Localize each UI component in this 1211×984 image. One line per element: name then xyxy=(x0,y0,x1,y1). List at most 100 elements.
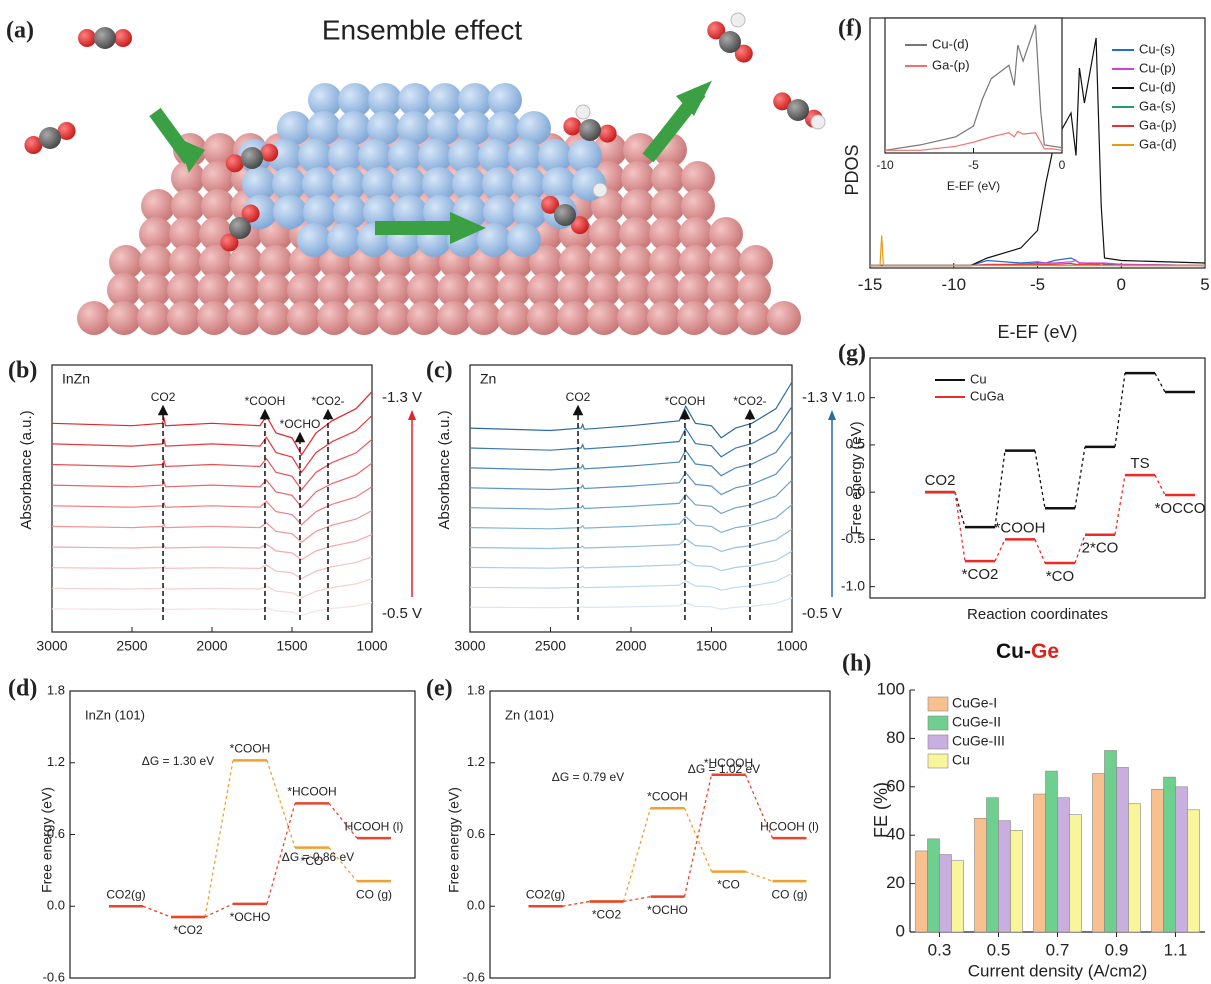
legend-label: Ga-(d) xyxy=(1139,136,1177,151)
bar xyxy=(1187,809,1200,933)
atom xyxy=(709,217,743,251)
oxygen xyxy=(773,92,792,111)
y-axis-label: Free energy (eV) xyxy=(848,421,865,534)
atom xyxy=(257,301,291,335)
y-tick-label: -0.6 xyxy=(463,969,485,984)
atom xyxy=(277,111,311,145)
atom xyxy=(377,273,411,307)
atom xyxy=(767,301,801,335)
y-tick-label: 0.6 xyxy=(467,826,485,841)
level-label: *COOH xyxy=(230,742,271,756)
bar xyxy=(1163,776,1176,933)
connector xyxy=(328,847,358,882)
atom xyxy=(358,139,392,173)
y-axis-label: FE (%) xyxy=(871,782,891,838)
level-label: TS xyxy=(1130,455,1149,472)
hydrogen xyxy=(810,114,826,130)
legend-label: Cu-(d) xyxy=(932,36,969,51)
atom xyxy=(422,167,456,201)
legend-label: Ga-(p) xyxy=(1139,117,1177,132)
level-label: CO2(g) xyxy=(106,887,145,901)
connector xyxy=(954,491,966,528)
atom xyxy=(517,111,551,145)
atom xyxy=(227,273,261,307)
panel-letter: (g) xyxy=(838,341,866,367)
atom xyxy=(337,111,371,145)
carbon xyxy=(787,99,809,121)
atom xyxy=(587,301,621,335)
atom xyxy=(619,217,653,251)
oxygen xyxy=(598,124,617,143)
spectrum xyxy=(51,556,373,580)
spectrum xyxy=(51,486,373,526)
connector xyxy=(1154,372,1166,393)
voltage-label: -1.3 V xyxy=(382,389,422,406)
atom xyxy=(377,301,411,335)
marker-label: *OCHO xyxy=(280,417,321,431)
x-tick-label: 3000 xyxy=(454,637,485,653)
spectrum xyxy=(469,597,793,610)
y-tick-label: 1.2 xyxy=(467,754,485,769)
atom xyxy=(139,245,173,279)
x-axis-label: E-EF (eV) xyxy=(947,179,1000,193)
legend-swatch xyxy=(927,753,949,769)
atom xyxy=(229,245,263,279)
atom xyxy=(677,273,711,307)
atom xyxy=(647,301,681,335)
oxygen xyxy=(241,204,260,223)
spectrum xyxy=(51,462,373,509)
annotation: ΔG = 1.02 eV xyxy=(688,762,760,776)
legend-swatch xyxy=(927,696,949,712)
atom xyxy=(171,189,205,223)
plot-frame xyxy=(869,357,1206,599)
level-label: *CO2 xyxy=(173,923,203,937)
atom xyxy=(458,83,492,117)
spectrum xyxy=(469,381,793,439)
atom xyxy=(457,111,491,145)
y-tick-label: 60 xyxy=(886,776,905,795)
y-tick-label: 1.2 xyxy=(47,754,65,769)
hydrogen xyxy=(575,104,591,120)
spectrum xyxy=(51,578,373,599)
x-tick-label: 3000 xyxy=(36,637,67,653)
atom xyxy=(538,139,572,173)
connector xyxy=(328,802,358,839)
bar xyxy=(1104,750,1117,933)
atom xyxy=(739,245,773,279)
atom xyxy=(423,195,457,229)
y-tick-label: -1.0 xyxy=(841,577,865,593)
connector xyxy=(204,760,234,918)
atom xyxy=(317,301,351,335)
carbon xyxy=(229,217,251,239)
x-tick-label: 5 xyxy=(1200,275,1209,294)
carbon xyxy=(554,204,576,226)
bar xyxy=(1175,786,1188,933)
atom xyxy=(623,133,657,167)
x-tick-label: 1500 xyxy=(696,637,727,653)
atom xyxy=(679,217,713,251)
atom xyxy=(272,167,306,201)
spectrum xyxy=(469,528,793,553)
legend-label: Cu-(p) xyxy=(1139,60,1176,75)
spectrum xyxy=(469,572,793,591)
marker-label: *CO2- xyxy=(311,394,344,408)
atom xyxy=(199,245,233,279)
legend-label: CuGe-II xyxy=(952,714,1001,730)
atom xyxy=(621,161,655,195)
legend-label: Ga-(p) xyxy=(932,57,970,72)
plot-frame xyxy=(884,17,1063,154)
atom xyxy=(497,273,531,307)
y-tick-label: 0 xyxy=(896,921,905,940)
spectrum xyxy=(469,455,793,496)
atom xyxy=(167,273,201,307)
spectrum xyxy=(469,430,793,477)
bar xyxy=(951,860,964,933)
level-label: HCOOH (l) xyxy=(345,819,404,833)
atom xyxy=(452,167,486,201)
atom xyxy=(257,273,291,307)
atom xyxy=(201,161,235,195)
atom xyxy=(437,301,471,335)
connector xyxy=(1154,474,1166,496)
y-tick-label: 80 xyxy=(886,728,905,747)
level-label: 2*CO xyxy=(1082,540,1119,557)
